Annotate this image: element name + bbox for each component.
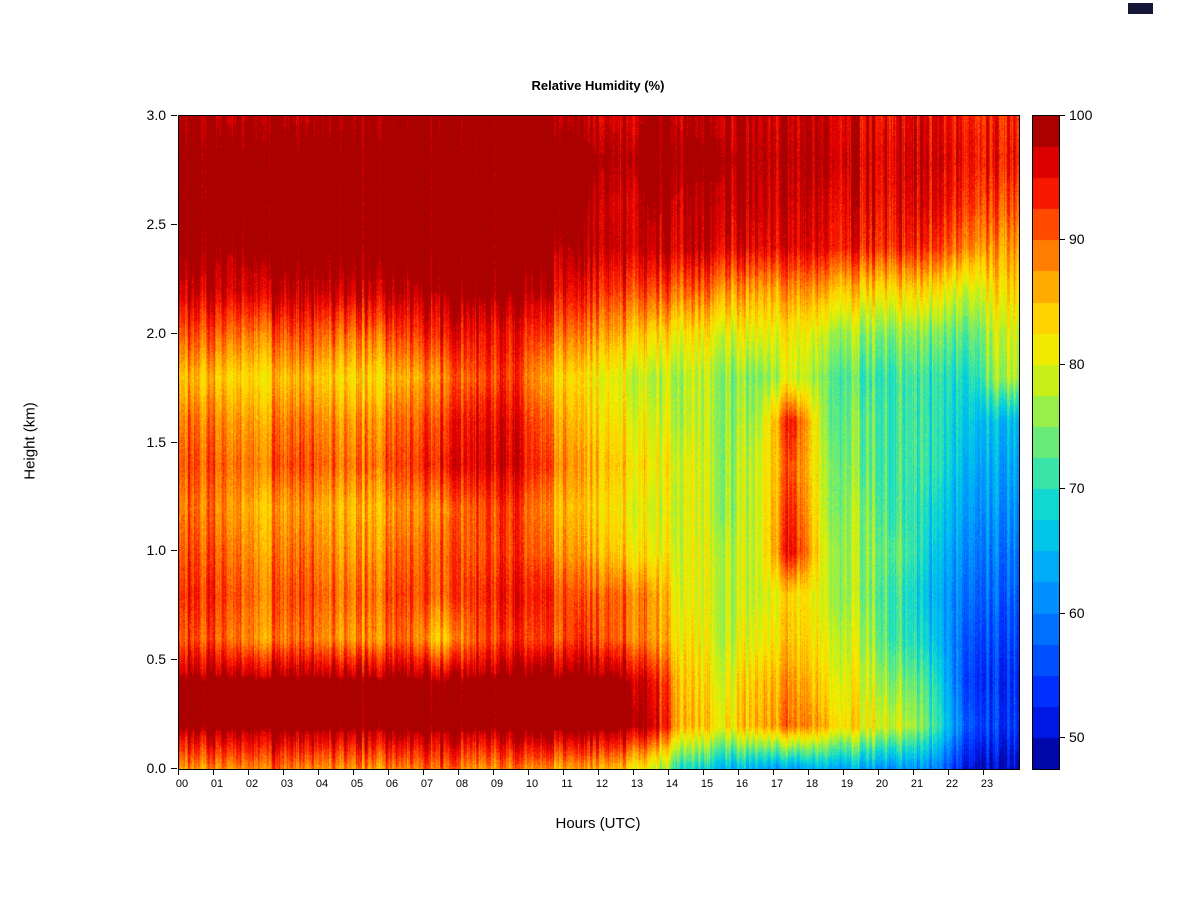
colorbar-tick-label: 60 — [1069, 605, 1085, 621]
x-tick-label: 21 — [910, 778, 924, 790]
x-tick-mark — [388, 770, 389, 775]
colorbar-tick-mark — [1060, 115, 1065, 116]
x-tick-label: 08 — [455, 778, 469, 790]
x-tick-mark — [458, 770, 459, 775]
y-tick-label: 2.5 — [146, 216, 166, 232]
x-tick-mark — [668, 770, 669, 775]
x-tick-mark — [808, 770, 809, 775]
colorbar-canvas — [1033, 116, 1059, 769]
x-tick-label: 10 — [525, 778, 539, 790]
x-tick-mark — [843, 770, 844, 775]
colorbar-tick-label: 70 — [1069, 480, 1085, 496]
x-axis-title: Hours (UTC) — [555, 815, 641, 832]
y-tick-mark — [171, 115, 177, 116]
x-tick-mark — [703, 770, 704, 775]
x-tick-label: 18 — [805, 778, 819, 790]
heatmap-canvas — [179, 116, 1019, 769]
x-tick-label: 00 — [175, 778, 189, 790]
x-tick-label: 07 — [420, 778, 434, 790]
x-tick-label: 15 — [700, 778, 714, 790]
x-tick-mark — [213, 770, 214, 775]
colorbar-tick-label: 90 — [1069, 231, 1085, 247]
x-tick-label: 11 — [561, 778, 573, 790]
colorbar-tick-mark — [1060, 613, 1065, 614]
x-tick-mark — [738, 770, 739, 775]
colorbar-tick-mark — [1060, 364, 1065, 365]
y-axis-title: Height (km) — [21, 402, 39, 480]
x-tick-label: 20 — [875, 778, 889, 790]
x-tick-mark — [983, 770, 984, 775]
y-tick-label: 3.0 — [146, 107, 166, 123]
x-tick-label: 13 — [630, 778, 644, 790]
x-tick-label: 01 — [210, 778, 224, 790]
y-tick-label: 1.0 — [146, 542, 166, 558]
x-tick-label: 22 — [945, 778, 959, 790]
colorbar-tick-label: 50 — [1069, 729, 1085, 745]
x-tick-mark — [773, 770, 774, 775]
x-tick-label: 12 — [595, 778, 609, 790]
x-tick-mark — [178, 770, 179, 775]
x-tick-label: 17 — [770, 778, 784, 790]
colorbar-tick-mark — [1060, 488, 1065, 489]
corner-marker — [1128, 3, 1153, 14]
y-tick-mark — [171, 659, 177, 660]
x-tick-mark — [563, 770, 564, 775]
x-tick-mark — [283, 770, 284, 775]
x-tick-mark — [633, 770, 634, 775]
y-tick-label: 0.0 — [146, 760, 166, 776]
y-tick-mark — [171, 333, 177, 334]
x-tick-mark — [598, 770, 599, 775]
x-tick-label: 03 — [280, 778, 294, 790]
x-tick-mark — [423, 770, 424, 775]
x-tick-label: 09 — [490, 778, 504, 790]
x-tick-label: 23 — [980, 778, 994, 790]
y-tick-mark — [171, 550, 177, 551]
x-tick-mark — [353, 770, 354, 775]
x-tick-mark — [493, 770, 494, 775]
x-tick-mark — [528, 770, 529, 775]
x-tick-label: 04 — [315, 778, 329, 790]
y-tick-label: 0.5 — [146, 651, 166, 667]
heatmap-plot-area — [178, 115, 1020, 770]
colorbar-tick-mark — [1060, 239, 1065, 240]
x-tick-mark — [248, 770, 249, 775]
x-tick-label: 19 — [840, 778, 854, 790]
colorbar — [1032, 115, 1060, 770]
y-tick-mark — [171, 768, 177, 769]
y-tick-label: 1.5 — [146, 434, 166, 450]
x-tick-mark — [878, 770, 879, 775]
colorbar-tick-label: 80 — [1069, 356, 1085, 372]
colorbar-tick-label: 100 — [1069, 107, 1093, 123]
y-tick-mark — [171, 442, 177, 443]
chart-title: Relative Humidity (%) — [531, 78, 665, 93]
x-tick-mark — [913, 770, 914, 775]
x-tick-label: 06 — [385, 778, 399, 790]
x-tick-label: 14 — [665, 778, 679, 790]
x-tick-label: 02 — [245, 778, 259, 790]
x-tick-mark — [948, 770, 949, 775]
x-tick-label: 05 — [350, 778, 364, 790]
colorbar-tick-mark — [1060, 737, 1065, 738]
y-tick-mark — [171, 224, 177, 225]
x-tick-mark — [318, 770, 319, 775]
x-tick-label: 16 — [735, 778, 749, 790]
y-tick-label: 2.0 — [146, 325, 166, 341]
